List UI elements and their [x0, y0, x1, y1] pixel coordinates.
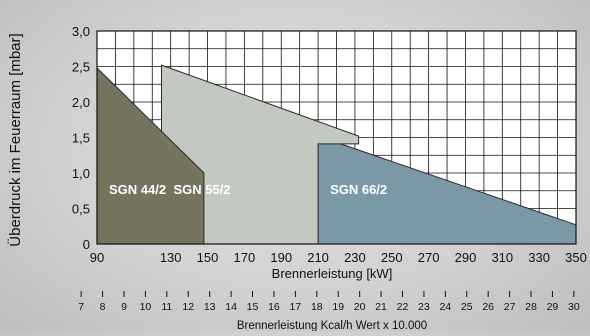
series-label-sgn-44-2: SGN 44/2	[109, 182, 166, 197]
x2-tick-label: 29	[547, 301, 559, 313]
x2-tick-label: 23	[418, 301, 430, 313]
x2-tick-label: 28	[525, 301, 537, 313]
x-tick-label: 230	[344, 250, 366, 265]
x-tick-label: 170	[234, 250, 256, 265]
x2-tick-label: 10	[140, 301, 152, 313]
x2-tick-label: 15	[247, 301, 259, 313]
x-tick-label: 310	[491, 250, 513, 265]
x-tick-label: 150	[197, 250, 219, 265]
x2-tick-label: 9	[121, 301, 127, 313]
y-tick-label: 2,0	[72, 95, 90, 110]
x2-tick-label: 27	[504, 301, 516, 313]
x-tick-label: 270	[418, 250, 440, 265]
x2-tick-label: 20	[354, 301, 366, 313]
x-tick-label: 330	[528, 250, 550, 265]
x-axis-title: Brennerleistung [kW]	[272, 266, 393, 281]
x2-tick-label: 26	[482, 301, 494, 313]
x-tick-label: 190	[270, 250, 292, 265]
x2-tick-label: 25	[461, 301, 473, 313]
x2-tick-label: 11	[161, 301, 172, 313]
x2-tick-label: 30	[568, 301, 580, 313]
x-tick-label: 90	[90, 250, 104, 265]
x2-tick-label: 22	[397, 301, 409, 313]
y-axis-title: Überdruck im Feuerraum [mbar]	[6, 33, 24, 246]
series-label-sgn-66-2: SGN 66/2	[330, 182, 387, 197]
x-tick-label: 350	[565, 250, 587, 265]
y-tick-label: 0	[83, 237, 90, 252]
x-tick-label: 210	[307, 250, 329, 265]
y-tick-label: 1,5	[72, 131, 90, 146]
x2-tick-label: 8	[100, 301, 106, 313]
series-label-sgn-55-2: SGN 55/2	[173, 182, 230, 197]
y-tick-label: 3,0	[72, 24, 90, 39]
y-tick-label: 2,5	[72, 60, 90, 75]
x2-tick-label: 18	[311, 301, 323, 313]
y-tick-label: 1,0	[72, 166, 90, 181]
x2-tick-label: 21	[375, 301, 387, 313]
x2-tick-label: 24	[439, 301, 451, 313]
x-tick-label: 130	[160, 250, 182, 265]
plot-frame	[96, 30, 577, 245]
x2-axis-title: Brennerleistung Kcal/h Wert x 10.000	[237, 320, 427, 331]
x-tick-label: 290	[455, 250, 477, 265]
x2-tick-label: 19	[332, 301, 344, 313]
x2-tick-label: 14	[225, 301, 237, 313]
x2-tick-label: 13	[204, 301, 216, 313]
x2-tick-label: 12	[182, 301, 194, 313]
x2-tick-label: 16	[268, 301, 280, 313]
x-tick-label: 250	[381, 250, 403, 265]
y-tick-label: 0,5	[72, 202, 90, 217]
x2-tick-label: 17	[290, 301, 302, 313]
x2-tick-label: 7	[78, 301, 84, 313]
